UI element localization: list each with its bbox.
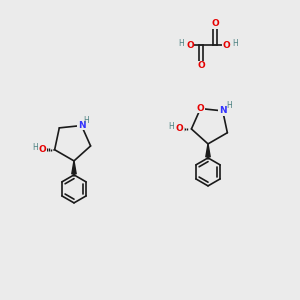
Text: O: O	[39, 145, 46, 154]
Polygon shape	[206, 144, 210, 157]
Text: H: H	[32, 143, 38, 152]
Polygon shape	[72, 161, 76, 174]
Text: O: O	[196, 104, 204, 113]
Text: O: O	[211, 20, 219, 28]
Text: O: O	[176, 124, 183, 134]
Text: H: H	[232, 38, 238, 47]
Text: N: N	[219, 106, 226, 116]
Text: O: O	[197, 61, 205, 70]
Text: H: H	[178, 38, 184, 47]
Text: H: H	[169, 122, 174, 131]
Text: O: O	[186, 40, 194, 50]
Text: N: N	[78, 121, 85, 130]
Text: H: H	[226, 101, 232, 110]
Text: O: O	[222, 40, 230, 50]
Text: H: H	[84, 116, 89, 125]
